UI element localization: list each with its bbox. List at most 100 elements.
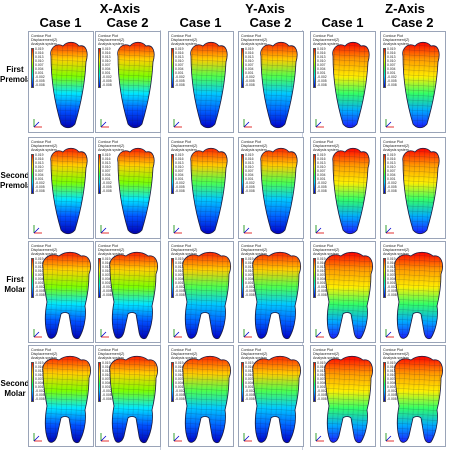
contour-legend: Contour Plot Displacement(Z) Analysis syst… (241, 34, 271, 88)
tooth-surface (117, 41, 155, 129)
tooth-surface (332, 147, 370, 235)
legend-tick-label: -0.002 (317, 75, 327, 80)
legend-tick-label: 0.019 (102, 256, 111, 261)
legend-title-line: Displacement(Z) (31, 144, 58, 149)
y-case-1-label: Case 1 (179, 15, 222, 30)
legend-title-line: Displacement(Z) (241, 144, 268, 149)
legend-title-line: Analysis system (383, 356, 409, 361)
tooth-surface (332, 41, 370, 129)
legend-tick-label: 0.013 (245, 160, 254, 165)
legend-tick-label: 0.010 (245, 164, 254, 169)
axis-triad-icon (173, 225, 182, 234)
legend-tick-label: 0.007 (175, 168, 184, 173)
legend-tick-label: 0.019 (102, 360, 111, 365)
legend-tick-label: 0.004 (387, 172, 396, 177)
legend-title-line: Analysis system (171, 42, 197, 47)
legend-title-line: Contour Plot (383, 34, 403, 38)
legend-tick-label: 0.013 (245, 54, 254, 59)
legend-title-line: Contour Plot (313, 34, 333, 38)
tooth-model (50, 41, 88, 129)
legend-tick-label: 0.004 (175, 66, 184, 71)
legend-color-bar (383, 257, 386, 298)
legend-tick-label: 0.013 (317, 54, 326, 59)
legend-title-line: Displacement(Z) (171, 144, 198, 149)
legend-tick-label: 0.001 (245, 176, 254, 181)
legend-tick-label: 0.016 (175, 156, 184, 161)
contour-plot-panel: Contour Plot Displacement(Z) Analysis syst… (380, 137, 446, 239)
legend-title-line: Analysis system (313, 148, 339, 153)
legend-tick-label: -0.005 (175, 289, 185, 294)
legend-tick-label: 0.001 (317, 280, 326, 285)
legend-title-line: Displacement(Z) (98, 144, 125, 149)
legend-tick-label: 0.016 (387, 50, 396, 55)
legend-tick-label: -0.002 (102, 75, 112, 80)
legend-color-bar (241, 47, 244, 88)
legend-tick-label: -0.002 (387, 285, 397, 290)
legend-tick-label: 0.016 (387, 156, 396, 161)
z-case-2-label: Case 2 (391, 15, 434, 30)
contour-plot-panel: Contour Plot Displacement(Z) Analysis syst… (380, 241, 446, 343)
axis-triad-icon (100, 119, 109, 128)
legend-tick-label: 0.004 (387, 276, 396, 281)
legend-tick-label: 0.016 (245, 50, 254, 55)
y-axis-title: Y-Axis (245, 1, 285, 16)
legend-tick-label: 0.007 (102, 376, 111, 381)
axis-triad-icon (173, 433, 182, 442)
legend-tick-label: 0.010 (102, 164, 111, 169)
legend-tick-label: 0.007 (102, 168, 111, 173)
tooth-model (252, 355, 301, 444)
contour-legend: Contour Plot Displacement(Z) Analysis syst… (171, 348, 201, 402)
legend-tick-label: 0.001 (245, 70, 254, 75)
legend-tick-label: 0.010 (175, 164, 184, 169)
legend-tick-label: 0.013 (317, 160, 326, 165)
legend-tick-label: -0.002 (175, 389, 185, 394)
legend-tick-label: 0.013 (102, 160, 111, 165)
legend-title-line: Displacement(Z) (98, 352, 125, 357)
legend-tick-label: 0.019 (35, 152, 44, 157)
row-label-line: First (6, 275, 24, 284)
legend-title-line: Contour Plot (31, 244, 51, 248)
legend-title-line: Analysis system (171, 148, 197, 153)
legend-tick-label: 0.010 (35, 372, 44, 377)
legend-tick-label: 0.004 (35, 276, 44, 281)
contour-legend: Contour Plot Displacement(Z) Analysis syst… (383, 348, 413, 402)
axis-triad-icon (243, 329, 252, 338)
legend-tick-label: 0.001 (35, 280, 44, 285)
legend-tick-label: 0.010 (102, 268, 111, 273)
legend-tick-label: 0.010 (102, 58, 111, 63)
legend-title-line: Displacement(Z) (313, 144, 340, 149)
legend-title-line: Displacement(Z) (313, 38, 340, 43)
legend-tick-label: 0.010 (387, 268, 396, 273)
legend-tick-label: -0.005 (102, 289, 112, 294)
legend-title-line: Contour Plot (171, 34, 191, 38)
contour-plot-panel: Contour Plot Displacement(Z) Analysis syst… (380, 345, 446, 447)
legend-tick-label: -0.008 (102, 189, 112, 194)
contour-legend: Contour Plot Displacement(Z) Analysis syst… (31, 244, 61, 298)
legend-title-line: Contour Plot (383, 140, 403, 144)
legend-tick-label: 0.010 (175, 372, 184, 377)
legend-tick-label: 0.013 (35, 264, 44, 269)
contour-plot-panel: Contour Plot Displacement(Z) Analysis syst… (28, 241, 94, 343)
legend-tick-label: 0.016 (35, 260, 44, 265)
legend-tick-label: -0.005 (35, 393, 45, 398)
tooth-surface (260, 41, 298, 129)
legend-title-line: Contour Plot (31, 34, 51, 38)
legend-tick-label: 0.001 (175, 280, 184, 285)
legend-tick-label: -0.008 (387, 83, 397, 88)
legend-tick-label: 0.013 (175, 54, 184, 59)
legend-tick-label: -0.002 (102, 389, 112, 394)
legend-tick-label: 0.019 (175, 152, 184, 157)
legend-tick-label: 0.007 (35, 62, 44, 67)
legend-color-bar (31, 257, 34, 298)
legend-tick-label: 0.004 (317, 276, 326, 281)
legend-color-bar (171, 153, 174, 194)
legend-tick-label: -0.005 (175, 185, 185, 190)
row-label-line: Second (0, 379, 30, 388)
legend-title-line: Displacement(Z) (383, 352, 410, 357)
legend-tick-label: 0.016 (35, 156, 44, 161)
legend-tick-label: -0.005 (245, 289, 255, 294)
axis-triad-icon (315, 433, 324, 442)
legend-title-line: Displacement(Z) (241, 38, 268, 43)
legend-color-bar (171, 47, 174, 88)
legend-tick-label: -0.008 (35, 397, 45, 402)
